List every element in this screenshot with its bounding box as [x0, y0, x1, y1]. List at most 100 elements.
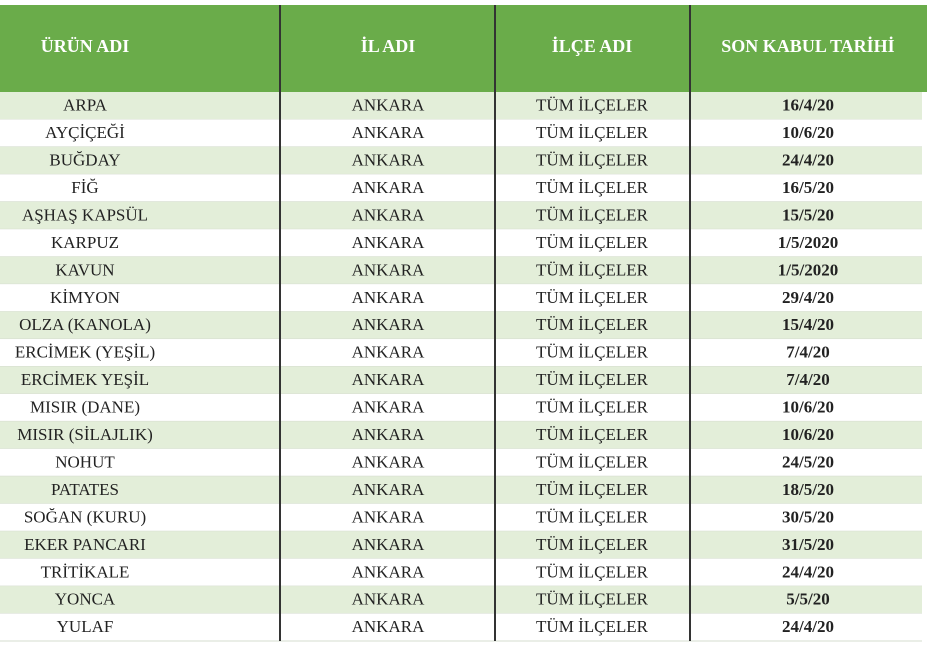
- cell: ANKARA: [352, 425, 425, 444]
- row-band: [0, 256, 922, 285]
- cell: ANKARA: [352, 233, 425, 252]
- cell: ARPA: [63, 96, 108, 115]
- cell: OLZA (KANOLA): [19, 315, 151, 334]
- cell: TÜM İLÇELER: [536, 398, 649, 417]
- cell: 18/5/20: [782, 480, 834, 499]
- column-header: ÜRÜN ADI: [41, 36, 130, 56]
- cell: TÜM İLÇELER: [536, 452, 649, 471]
- cell: TÜM İLÇELER: [536, 535, 649, 554]
- row-band: [0, 284, 922, 312]
- cell: TÜM İLÇELER: [536, 315, 649, 334]
- cell: TÜM İLÇELER: [536, 151, 649, 170]
- cell: EKER PANCARI: [24, 535, 146, 554]
- cell: 1/5/2020: [778, 233, 838, 252]
- cell: 10/6/20: [782, 398, 834, 417]
- cell: TÜM İLÇELER: [536, 370, 649, 389]
- cell: KAVUN: [55, 260, 114, 279]
- cell: FİĞ: [71, 178, 98, 197]
- cell: TÜM İLÇELER: [536, 205, 649, 224]
- cell: ANKARA: [352, 96, 425, 115]
- cell: ANKARA: [352, 260, 425, 279]
- cell: TRİTİKALE: [41, 562, 130, 581]
- row-band: [0, 586, 922, 614]
- cell: SOĞAN (KURU): [24, 507, 146, 526]
- column-header: İL ADI: [361, 36, 416, 56]
- row-band: [0, 146, 922, 175]
- cell: YONCA: [55, 590, 116, 609]
- cell: ANKARA: [352, 590, 425, 609]
- cell: 24/4/20: [782, 562, 834, 581]
- cell: 30/5/20: [782, 507, 834, 526]
- header-band: [0, 5, 927, 92]
- cell: 31/5/20: [782, 535, 834, 554]
- row-band: [0, 229, 922, 257]
- cell: ANKARA: [352, 178, 425, 197]
- cell: TÜM İLÇELER: [536, 480, 649, 499]
- cell: ANKARA: [352, 123, 425, 142]
- cell: TÜM İLÇELER: [536, 96, 649, 115]
- cell: 16/4/20: [782, 96, 834, 115]
- cell: TÜM İLÇELER: [536, 123, 649, 142]
- cell: TÜM İLÇELER: [536, 233, 649, 252]
- cell: TÜM İLÇELER: [536, 425, 649, 444]
- cell: ANKARA: [352, 480, 425, 499]
- cell: 5/5/20: [786, 590, 829, 609]
- cell: 16/5/20: [782, 178, 834, 197]
- row-band: [0, 311, 922, 340]
- cell: 1/5/2020: [778, 260, 838, 279]
- cell: YULAF: [57, 617, 114, 636]
- cell: 10/6/20: [782, 425, 834, 444]
- cell: 24/4/20: [782, 617, 834, 636]
- cell: AYÇİÇEĞİ: [45, 123, 125, 142]
- cell: 24/4/20: [782, 151, 834, 170]
- row-band: [0, 503, 922, 532]
- cell: TÜM İLÇELER: [536, 288, 649, 307]
- cell: BUĞDAY: [49, 151, 120, 170]
- cell: KİMYON: [50, 288, 120, 307]
- cell: ANKARA: [352, 151, 425, 170]
- cell: ANKARA: [352, 617, 425, 636]
- cell: ANKARA: [352, 370, 425, 389]
- cell: TÜM İLÇELER: [536, 178, 649, 197]
- cell: 15/4/20: [782, 315, 834, 334]
- row-band: [0, 201, 922, 230]
- row-band: [0, 174, 922, 202]
- cell: 10/6/20: [782, 123, 834, 142]
- cell: TÜM İLÇELER: [536, 590, 649, 609]
- cell: ANKARA: [352, 452, 425, 471]
- cell: ANKARA: [352, 315, 425, 334]
- row-band: [0, 119, 922, 147]
- cell: ERCİMEK YEŞİL: [21, 370, 149, 389]
- row-band: [0, 366, 922, 394]
- row-band: [0, 531, 922, 559]
- cell: MISIR (DANE): [30, 398, 140, 417]
- cell: TÜM İLÇELER: [536, 260, 649, 279]
- column-header: İLÇE ADI: [552, 36, 633, 56]
- cell: 7/4/20: [786, 343, 829, 362]
- cell: AŞHAŞ KAPSÜL: [22, 205, 148, 224]
- row-band: [0, 558, 922, 587]
- cell: ANKARA: [352, 562, 425, 581]
- cell: TÜM İLÇELER: [536, 562, 649, 581]
- cell: 24/5/20: [782, 452, 834, 471]
- cell: NOHUT: [55, 452, 115, 471]
- cell: ANKARA: [352, 343, 425, 362]
- cell: ANKARA: [352, 205, 425, 224]
- column-header: SON KABUL TARİHİ: [721, 36, 894, 56]
- cell: ANKARA: [352, 535, 425, 554]
- cell: 15/5/20: [782, 205, 834, 224]
- cell: 7/4/20: [786, 370, 829, 389]
- cell: ANKARA: [352, 507, 425, 526]
- cell: ANKARA: [352, 288, 425, 307]
- cell: KARPUZ: [51, 233, 119, 252]
- row-band: [0, 92, 922, 120]
- cell: TÜM İLÇELER: [536, 343, 649, 362]
- row-band: [0, 339, 922, 367]
- row-band: [0, 613, 922, 641]
- cell: MISIR (SİLAJLIK): [17, 425, 153, 444]
- cell: TÜM İLÇELER: [536, 507, 649, 526]
- row-band: [0, 393, 922, 422]
- row-band: [0, 421, 922, 449]
